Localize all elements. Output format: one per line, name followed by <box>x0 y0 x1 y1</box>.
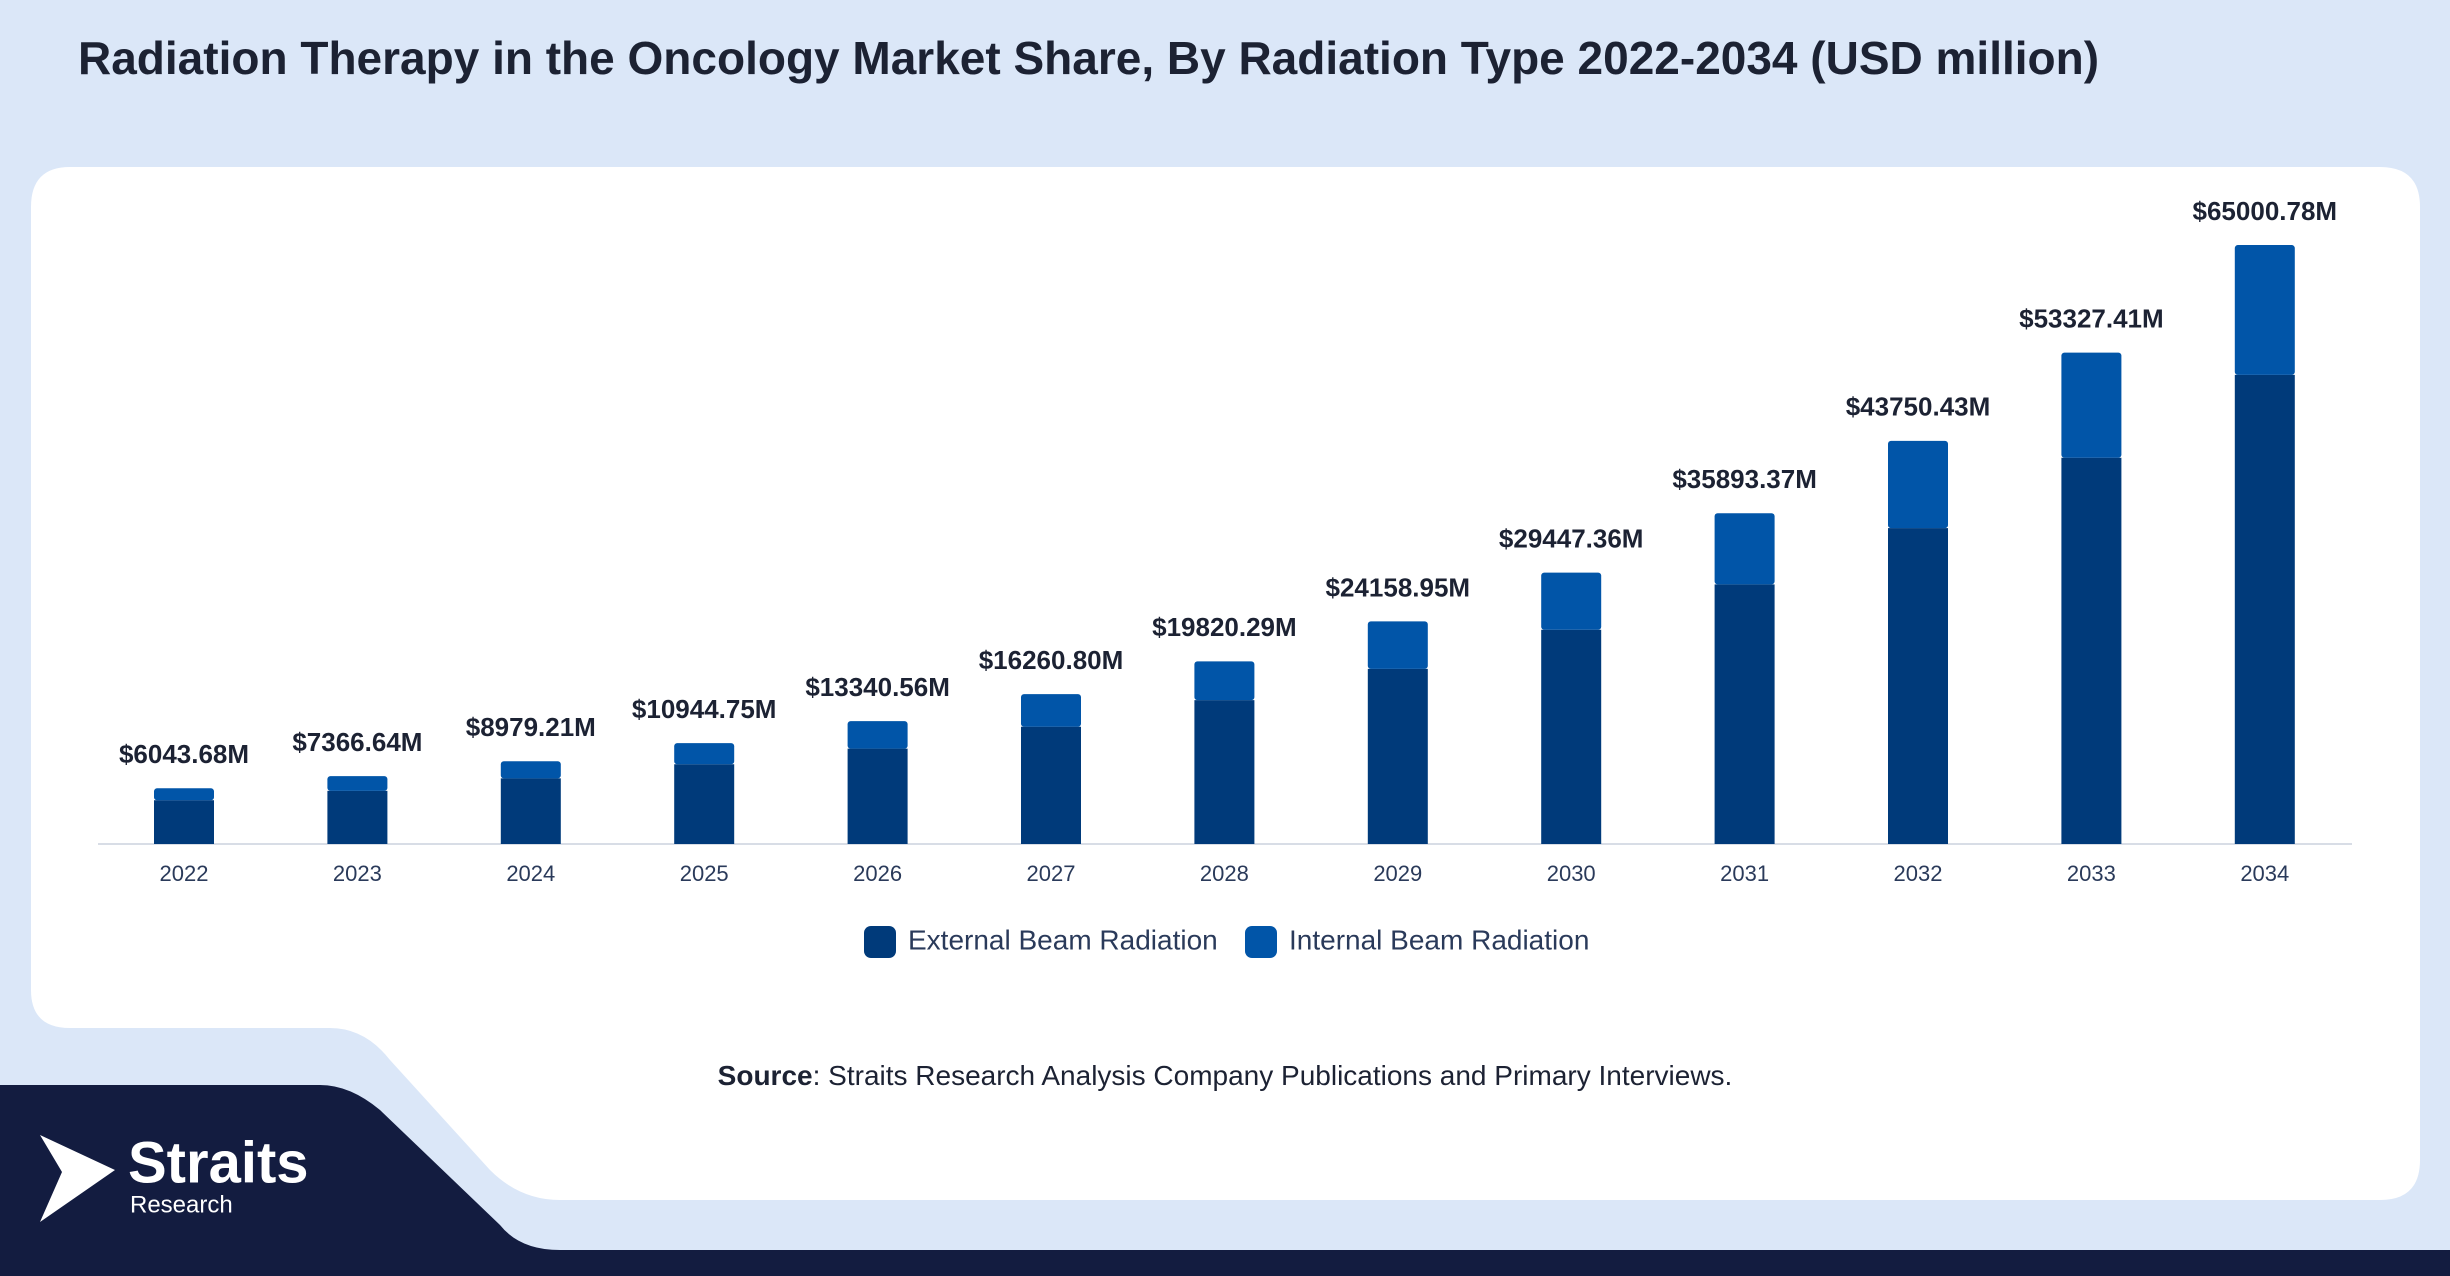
bar-segment <box>1888 440 1948 529</box>
bar-segment <box>500 778 561 844</box>
total-label: $35893.37M <box>1672 464 1817 494</box>
x-tick-label: 2031 <box>1720 861 1769 886</box>
bar-segment <box>327 776 388 791</box>
x-tick-label: 2028 <box>1200 861 1249 886</box>
legend-label: External Beam Radiation <box>908 924 1218 955</box>
total-label: $6043.68M <box>119 739 249 769</box>
bar-segment <box>674 764 735 844</box>
x-tick-label: 2034 <box>2240 861 2289 886</box>
x-tick-label: 2027 <box>1027 861 1076 886</box>
bar-segment <box>674 743 735 765</box>
total-label: $10944.75M <box>632 694 777 724</box>
bar-segment <box>1714 513 1775 585</box>
total-label: $24158.95M <box>1326 572 1471 602</box>
bar-segment <box>2234 245 2295 375</box>
bar-segment <box>327 790 388 844</box>
bar-segment <box>847 748 908 844</box>
x-tick-label: 2030 <box>1547 861 1596 886</box>
bar-segment <box>1194 700 1255 844</box>
source: Source: Straits Research Analysis Compan… <box>718 1060 1733 1091</box>
x-tick-label: 2033 <box>2067 861 2116 886</box>
total-label: $8979.21M <box>466 712 596 742</box>
x-tick-label: 2026 <box>853 861 902 886</box>
bar-segment <box>1888 528 1948 844</box>
chart-title: Radiation Therapy in the Oncology Market… <box>78 32 2099 84</box>
total-label: $16260.80M <box>979 645 1124 675</box>
bar-segment <box>1021 726 1081 844</box>
bar-segment <box>2061 457 2122 844</box>
source-text: : Straits Research Analysis Company Publ… <box>813 1060 1733 1091</box>
logo-icon <box>40 1135 115 1222</box>
bar-segment <box>1541 572 1602 630</box>
total-label: $53327.41M <box>2019 304 2164 334</box>
total-label: $19820.29M <box>1152 612 1297 642</box>
x-tick-label: 2029 <box>1373 861 1422 886</box>
bar-segment <box>1714 584 1775 844</box>
source-label: Source <box>718 1060 813 1091</box>
bar-segment <box>1541 629 1602 844</box>
x-tick-label: 2024 <box>506 861 555 886</box>
total-label: $29447.36M <box>1499 524 1644 554</box>
x-tick-label: 2023 <box>333 861 382 886</box>
total-label: $65000.78M <box>2193 196 2338 226</box>
bar-segment <box>154 788 214 801</box>
logo-sub: Research <box>130 1191 233 1218</box>
total-label: $13340.56M <box>805 672 950 702</box>
x-tick-label: 2032 <box>1894 861 1943 886</box>
bar-segment <box>1367 621 1428 669</box>
legend-swatch <box>1245 926 1277 958</box>
total-label: $7366.64M <box>292 727 422 757</box>
footer-band <box>0 1085 2450 1276</box>
bar-segment <box>500 761 561 779</box>
bar-segment <box>847 721 908 749</box>
legend-swatch <box>864 926 896 958</box>
x-tick-label: 2025 <box>680 861 729 886</box>
total-label: $43750.43M <box>1846 392 1991 422</box>
x-tick-label: 2022 <box>160 861 209 886</box>
legend-label: Internal Beam Radiation <box>1289 924 1589 955</box>
logo-name: Straits <box>128 1130 309 1195</box>
bar-segment <box>2061 352 2122 458</box>
bar-segment <box>154 800 214 844</box>
bar-segment <box>1367 668 1428 844</box>
bar-segment <box>1194 661 1255 701</box>
bar-segment <box>2234 374 2295 844</box>
bar-segment <box>1021 694 1081 727</box>
